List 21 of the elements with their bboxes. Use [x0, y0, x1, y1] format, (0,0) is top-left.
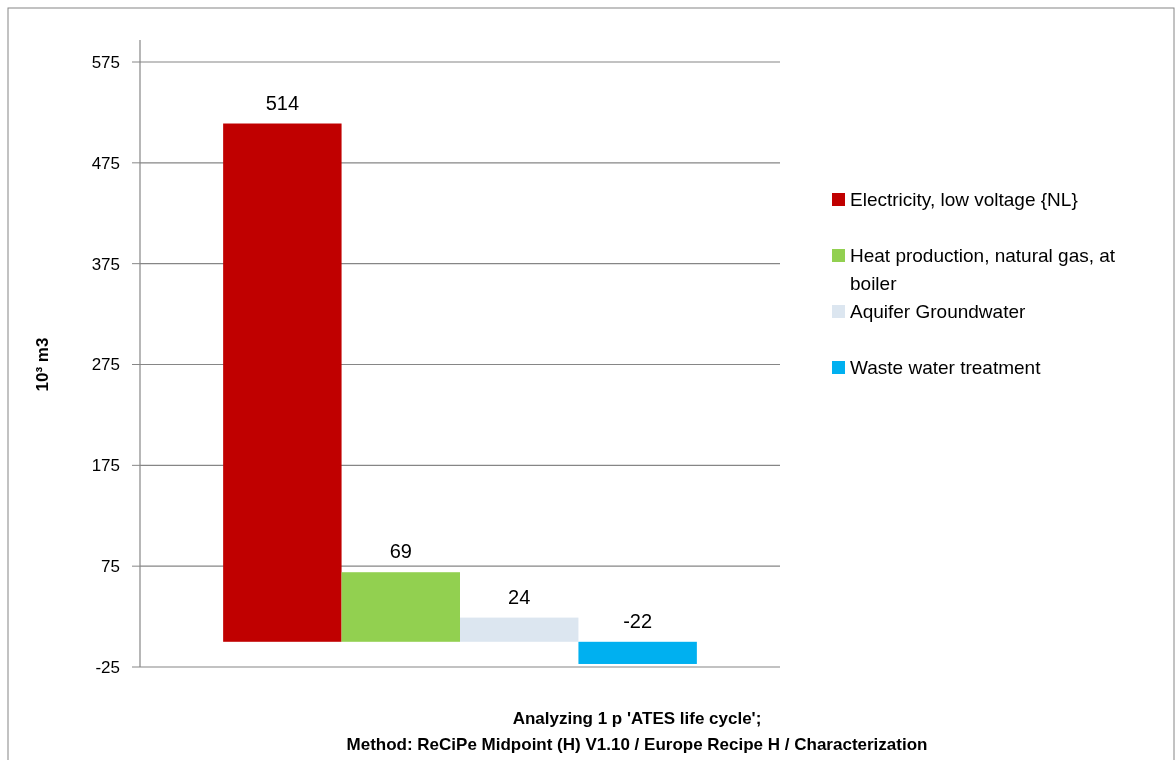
data-label: 514 — [265, 91, 300, 114]
legend-label: Electricity, low voltage {NL} — [850, 189, 1078, 210]
y-tick-label: 75 — [101, 557, 120, 577]
bar — [460, 617, 579, 642]
y-tick-label: 175 — [91, 456, 120, 476]
data-label: -22 — [623, 609, 653, 632]
y-tick-label: 575 — [91, 52, 120, 72]
y-tick-label: 375 — [91, 254, 120, 274]
y-tick-label: 275 — [91, 355, 120, 375]
y-tick-label: 475 — [91, 153, 120, 173]
legend-label: Waste water treatment — [850, 357, 1042, 378]
x-axis-title: Analyzing 1 p 'ATES life cycle'; Method: ReCiPe Midpoint (H) V1.10 / Europe Recipe H / Characterization — [346, 709, 928, 754]
bar — [578, 641, 697, 664]
bar — [341, 572, 460, 642]
legend-label: Heat production, natural gas, at boiler — [850, 245, 1116, 294]
legend-label: Aquifer Groundwater — [850, 301, 1026, 322]
y-axis-title: 10³ m3 — [33, 337, 52, 392]
data-label: 24 — [508, 585, 531, 608]
bar — [223, 123, 342, 642]
data-label: 69 — [389, 540, 412, 563]
y-tick-label: -25 — [95, 657, 120, 677]
